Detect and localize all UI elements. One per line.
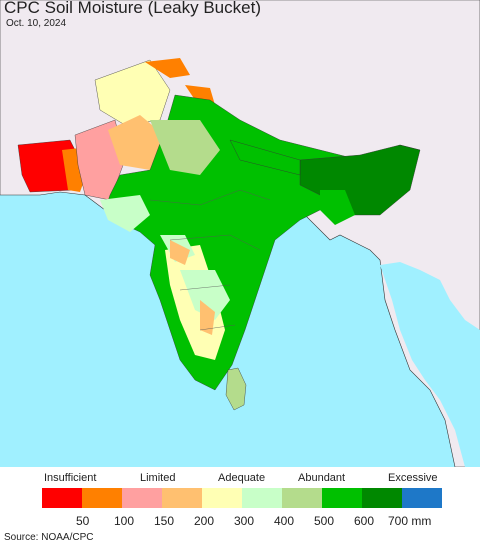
state-border	[149, 189, 271, 331]
legend-swatch	[82, 488, 122, 508]
source-credit: Source: NOAA/CPC	[4, 532, 94, 543]
legend-tick: 600	[354, 514, 375, 528]
soil-moisture-map	[0, 0, 480, 467]
legend-swatch	[282, 488, 322, 508]
legend-swatch	[122, 488, 162, 508]
map-date: Oct. 10, 2024	[6, 18, 67, 29]
legend-tick: 50	[76, 514, 90, 528]
region-kashmir-red	[145, 58, 190, 78]
legend-label-abundant: Abundant	[298, 472, 346, 484]
legend: Insufficient Limited Adequate Abundant E…	[0, 467, 480, 529]
legend-tick: 300	[234, 514, 255, 528]
legend-swatch	[42, 488, 82, 508]
region-gujarat-coast	[100, 195, 150, 232]
region-india-mint	[180, 270, 230, 320]
legend-swatch	[162, 488, 202, 508]
legend-swatch	[362, 488, 402, 508]
legend-label-insufficient: Insufficient	[44, 472, 97, 484]
legend-tick: 100	[114, 514, 135, 528]
legend-tick: 400	[274, 514, 295, 528]
legend-tick: 700 mm	[388, 514, 432, 528]
legend-tick: 150	[154, 514, 175, 528]
sea-interior	[380, 262, 480, 467]
legend-swatch	[402, 488, 442, 508]
legend-swatch	[202, 488, 242, 508]
legend-swatch	[242, 488, 282, 508]
legend-color-bar	[42, 488, 442, 508]
region-nepal	[229, 139, 301, 176]
legend-tick: 200	[194, 514, 215, 528]
legend-label-excessive: Excessive	[388, 472, 438, 484]
legend-tick: 500	[314, 514, 335, 528]
region-india-lightgreen	[150, 120, 220, 175]
region-india-tan-2	[200, 300, 215, 335]
page-title: CPC Soil Moisture (Leaky Bucket)	[4, 0, 261, 17]
region-sri-lanka	[225, 367, 247, 411]
region-bangladesh	[320, 190, 355, 225]
legend-label-limited: Limited	[140, 472, 176, 484]
region-india-tan	[170, 240, 190, 265]
legend-label-adequate: Adequate	[218, 472, 266, 484]
legend-swatch	[322, 488, 362, 508]
